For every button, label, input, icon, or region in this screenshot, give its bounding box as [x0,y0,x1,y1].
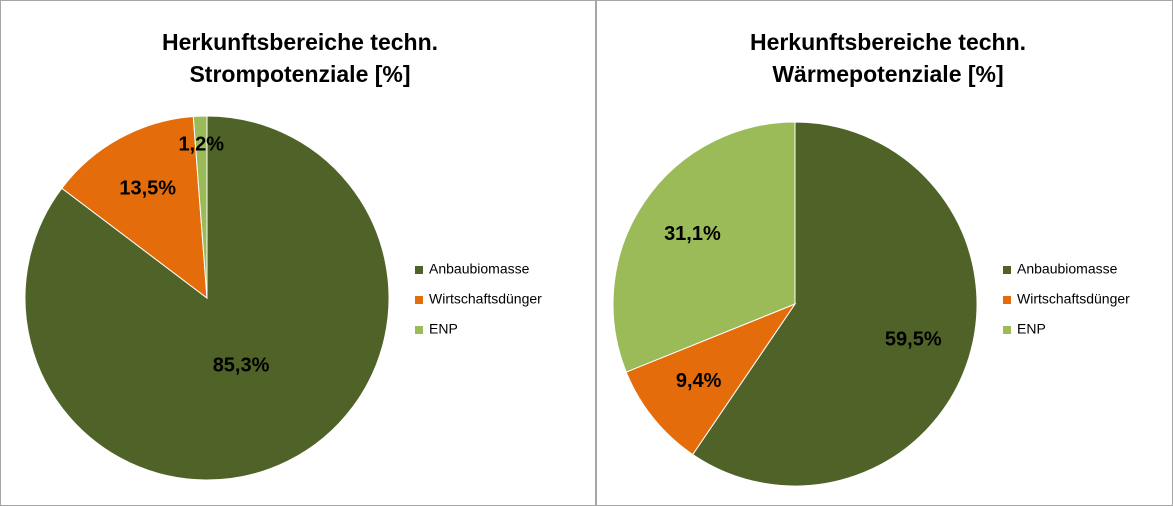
pie-slice [61,115,208,300]
legend-label: Anbaubiomasse [429,261,530,277]
legend-label: Anbaubiomasse [1017,261,1118,277]
data-label: 59,5% [885,329,942,351]
pie-slice [625,302,797,456]
legend-label: Wirtschaftsdünger [429,291,542,307]
legend-swatch [415,326,423,334]
legend-label: ENP [1017,321,1046,337]
data-label: 85,3% [213,355,270,377]
legend-swatch [415,296,423,304]
chart-title: Strompotenziale [%] [189,61,410,87]
data-label: 31,1% [664,223,721,245]
pie-slice [192,115,208,299]
legend-swatch [1003,296,1011,304]
legend-swatch [1003,326,1011,334]
legend-swatch [1003,266,1011,274]
data-label: 1,2% [178,134,224,156]
pie-slice [692,121,978,487]
legend-swatch [415,266,423,274]
chart-title: Herkunftsbereiche techn. [750,29,1026,55]
pie-slice [612,121,796,373]
legend-label: ENP [429,321,458,337]
chart-title: Herkunftsbereiche techn. [162,29,438,55]
data-label: 13,5% [119,178,176,200]
chart-title: Wärmepotenziale [%] [772,61,1003,87]
data-label: 9,4% [676,370,722,392]
legend-label: Wirtschaftsdünger [1017,291,1130,307]
